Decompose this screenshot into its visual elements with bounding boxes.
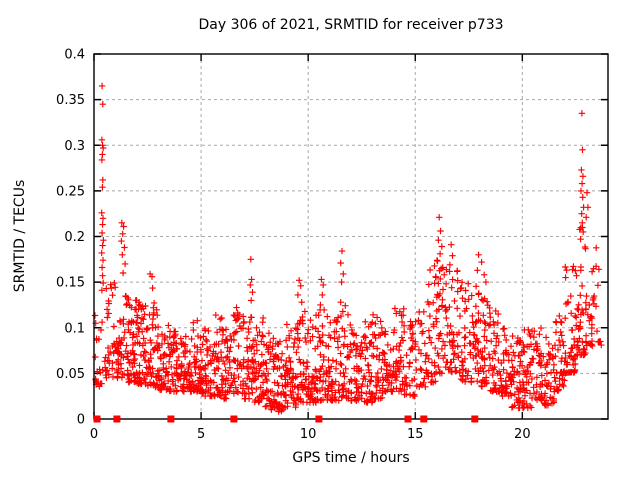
- y-tick-label: 0.3: [64, 139, 85, 154]
- zero-flag-marker: [230, 415, 238, 423]
- y-tick-label: 0.05: [56, 367, 85, 382]
- zero-flag-marker: [315, 415, 323, 423]
- y-tick-label: 0.4: [64, 48, 85, 63]
- zero-flag-marker: [93, 415, 101, 423]
- plot-border: [93, 53, 609, 420]
- zero-flag-marker: [404, 415, 412, 423]
- zero-flag-marker: [113, 415, 121, 423]
- chart-title: Day 306 of 2021, SRMTID for receiver p73…: [198, 17, 504, 33]
- y-tick-label: 0: [77, 413, 85, 428]
- x-axis-label: GPS time / hours: [292, 450, 410, 466]
- grid-lines: [94, 54, 608, 419]
- x-tick-label: 5: [197, 427, 205, 442]
- y-tick-label: 0.1: [64, 321, 85, 336]
- y-tick-label: 0.2: [64, 230, 85, 245]
- x-tick-label: 10: [300, 427, 317, 442]
- data-points: [91, 82, 605, 415]
- x-tick-label: 15: [407, 427, 424, 442]
- y-tick-label: 0.15: [56, 276, 85, 291]
- zero-flag-marker: [167, 415, 175, 423]
- y-tick-label: 0.25: [56, 184, 85, 199]
- y-axis-label: SRMTID / TECUs: [12, 179, 28, 293]
- zero-flag-marker: [420, 415, 428, 423]
- zero-flag-marker: [471, 415, 479, 423]
- x-tick-label: 20: [514, 427, 531, 442]
- x-tick-label: 0: [90, 427, 98, 442]
- y-tick-label: 0.35: [56, 93, 85, 108]
